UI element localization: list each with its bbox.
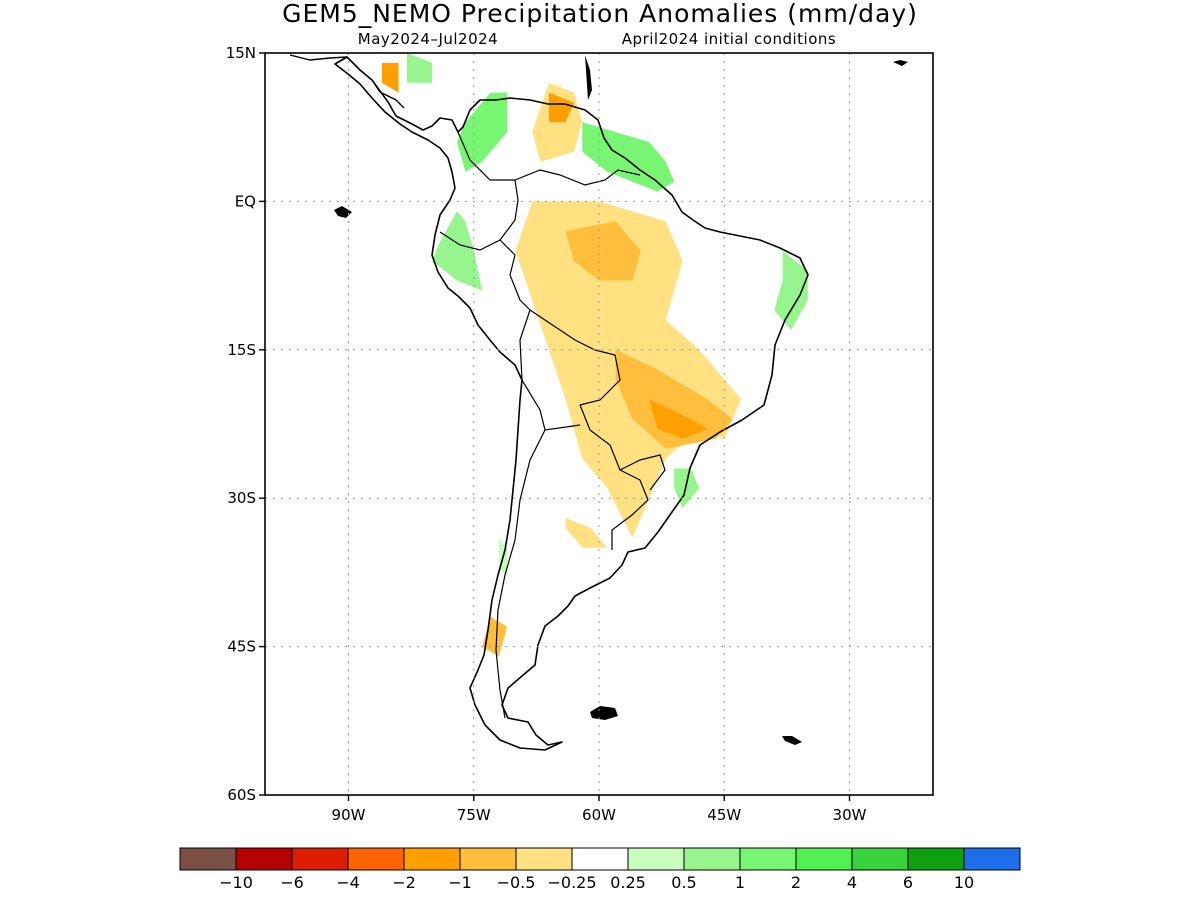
colorbar-label: −6	[280, 873, 304, 892]
lat-tick-label: 15N	[226, 44, 256, 62]
colorbar-swatch	[347, 847, 405, 871]
anomaly-region-5	[406, 53, 432, 83]
falkland-islands	[590, 706, 618, 720]
colorbar-swatch	[627, 847, 685, 871]
south-georgia-island	[782, 736, 802, 745]
colorbar-label: −2	[392, 873, 416, 892]
colorbar-label: −10	[219, 873, 253, 892]
colorbar-swatch	[571, 847, 629, 871]
colorbar-label: −0.5	[497, 873, 536, 892]
lat-tick-label: EQ	[235, 192, 256, 210]
anomaly-region-3	[774, 250, 808, 330]
anomaly-region-4	[674, 468, 700, 509]
longitude-ticks: 90W 75W 60W 45W 30W	[332, 795, 867, 824]
colorbar-label: 0.5	[671, 873, 696, 892]
colorbar-swatch	[515, 847, 573, 871]
lon-tick-label: 30W	[833, 806, 867, 824]
anomaly-region-10	[565, 221, 641, 281]
lat-tick-label: 45S	[227, 638, 256, 656]
colorbar-swatch	[291, 847, 349, 871]
lat-tick-label: 60S	[227, 786, 256, 804]
anomaly-shading	[381, 53, 808, 657]
colorbar-swatch	[459, 847, 517, 871]
anomaly-region-0	[457, 92, 508, 172]
map-subtitle-init: April2024 initial conditions	[622, 30, 836, 48]
colorbar-swatch	[907, 847, 965, 871]
colorbar-label: 6	[903, 873, 913, 892]
colorbar-swatch	[851, 847, 909, 871]
colorbar-label: 0.25	[610, 873, 646, 892]
colorbar-label: 10	[954, 873, 974, 892]
anomaly-region-1	[582, 122, 675, 192]
south-america-coastline	[334, 56, 809, 751]
colorbar-swatch	[235, 847, 293, 871]
lon-tick-label: 75W	[457, 806, 491, 824]
colorbar-swatch	[179, 847, 237, 871]
colorbar	[179, 847, 1021, 871]
colorbar-swatch	[963, 847, 1021, 871]
lon-tick-label: 45W	[707, 806, 741, 824]
lon-tick-label: 90W	[332, 806, 366, 824]
anomaly-region-14	[381, 62, 399, 93]
colorbar-label: −0.25	[547, 873, 596, 892]
colorbar-label: −4	[336, 873, 360, 892]
colorbar-label: −1	[448, 873, 472, 892]
anomaly-region-12	[482, 616, 508, 657]
caribbean-islands	[585, 55, 908, 100]
lon-tick-label: 60W	[582, 806, 616, 824]
colorbar-swatch	[683, 847, 741, 871]
colorbar-swatch	[403, 847, 461, 871]
map-subtitle-period: May2024–Jul2024	[358, 30, 498, 48]
lat-tick-label: 30S	[227, 489, 256, 507]
galapagos-islands	[334, 206, 352, 218]
central-america-coastline	[289, 54, 405, 109]
lat-tick-label: 15S	[227, 341, 256, 359]
anomaly-region-11	[615, 349, 733, 449]
colorbar-label: 1	[735, 873, 745, 892]
colorbar-label: 4	[847, 873, 857, 892]
anomaly-region-2	[432, 211, 483, 291]
anomaly-region-13	[548, 92, 574, 123]
colorbar-labels: −10 −6 −4 −2 −1 −0.5 −0.25 0.25 0.5 1 2 4 6 10	[219, 873, 974, 892]
colorbar-swatch	[739, 847, 797, 871]
colorbar-label: 2	[791, 873, 801, 892]
map-title: GEM5_NEMO Precipitation Anomalies (mm/da…	[282, 0, 918, 28]
anomaly-region-15	[649, 399, 708, 439]
colorbar-swatch	[795, 847, 853, 871]
latitude-ticks: 15N EQ 15S 30S 45S 60S	[226, 44, 265, 804]
anomaly-region-9	[565, 518, 608, 548]
